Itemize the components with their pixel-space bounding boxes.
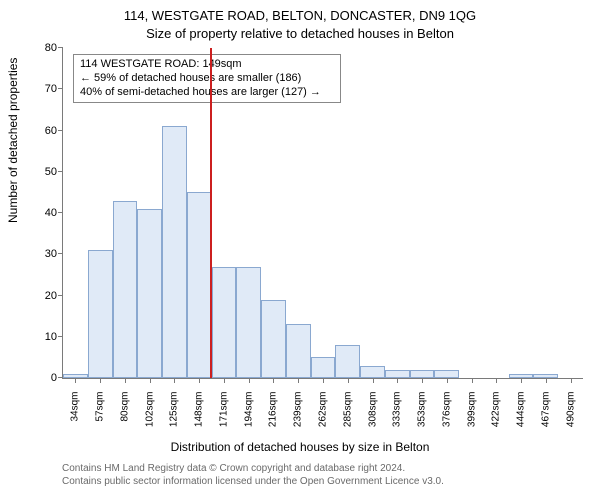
x-tick-label: 308sqm [367, 392, 378, 428]
y-axis-label: Number of detached properties [6, 58, 20, 223]
y-tick-mark [58, 295, 63, 296]
histogram-bar [236, 267, 261, 378]
x-tick-mark [125, 378, 126, 383]
x-tick-mark [199, 378, 200, 383]
y-tick-label: 40 [27, 207, 57, 219]
y-tick-mark [58, 88, 63, 89]
y-tick-label: 20 [27, 290, 57, 302]
x-tick-label: 80sqm [119, 392, 130, 422]
x-tick-label: 333sqm [392, 392, 403, 428]
y-tick-label: 80 [27, 42, 57, 54]
x-tick-label: 34sqm [70, 392, 81, 422]
histogram-bar [335, 345, 360, 378]
histogram-bar [311, 357, 336, 378]
y-tick-label: 0 [27, 372, 57, 384]
x-tick-mark [496, 378, 497, 383]
reference-marker-line [210, 48, 212, 378]
chart-title-line2: Size of property relative to detached ho… [0, 26, 600, 41]
x-tick-mark [521, 378, 522, 383]
x-tick-label: 444sqm [516, 392, 527, 428]
y-tick-mark [58, 171, 63, 172]
x-tick-label: 399sqm [466, 392, 477, 428]
x-tick-mark [472, 378, 473, 383]
x-tick-label: 194sqm [243, 392, 254, 428]
y-tick-mark [58, 336, 63, 337]
y-tick-mark [58, 253, 63, 254]
x-tick-mark [323, 378, 324, 383]
histogram-bar [286, 324, 311, 378]
x-tick-label: 102sqm [144, 392, 155, 428]
annotation-line: ← 59% of detached houses are smaller (18… [80, 72, 334, 86]
y-tick-label: 50 [27, 166, 57, 178]
x-tick-label: 148sqm [194, 392, 205, 428]
annotation-line: 40% of semi-detached houses are larger (… [80, 86, 334, 100]
x-tick-label: 490sqm [565, 392, 576, 428]
x-tick-label: 239sqm [293, 392, 304, 428]
annotation-box: 114 WESTGATE ROAD: 149sqm ← 59% of detac… [73, 54, 341, 103]
x-tick-label: 285sqm [342, 392, 353, 428]
histogram-bar [434, 370, 459, 378]
x-tick-label: 125sqm [169, 392, 180, 428]
histogram-bar [261, 300, 286, 378]
y-tick-mark [58, 130, 63, 131]
x-tick-label: 262sqm [318, 392, 329, 428]
y-tick-label: 60 [27, 125, 57, 137]
x-tick-label: 422sqm [491, 392, 502, 428]
x-tick-mark [298, 378, 299, 383]
x-tick-label: 353sqm [417, 392, 428, 428]
x-tick-mark [249, 378, 250, 383]
x-tick-mark [273, 378, 274, 383]
x-tick-mark [75, 378, 76, 383]
y-tick-label: 70 [27, 83, 57, 95]
histogram-bar [187, 192, 212, 378]
histogram-bar [162, 126, 187, 378]
histogram-bar [212, 267, 237, 378]
x-tick-label: 216sqm [268, 392, 279, 428]
x-tick-mark [422, 378, 423, 383]
histogram-bar [385, 370, 410, 378]
y-tick-mark [58, 212, 63, 213]
histogram-bar [137, 209, 162, 378]
x-tick-mark [373, 378, 374, 383]
histogram-bar [113, 201, 138, 378]
annotation-line: 114 WESTGATE ROAD: 149sqm [80, 58, 334, 72]
x-tick-mark [100, 378, 101, 383]
x-tick-label: 171sqm [218, 392, 229, 428]
footer-attribution: Contains HM Land Registry data © Crown c… [62, 462, 444, 488]
x-tick-label: 57sqm [95, 392, 106, 422]
y-tick-mark [58, 47, 63, 48]
x-axis-label: Distribution of detached houses by size … [0, 440, 600, 454]
footer-line: Contains HM Land Registry data © Crown c… [62, 462, 444, 475]
x-tick-mark [571, 378, 572, 383]
x-tick-mark [397, 378, 398, 383]
chart-title-line1: 114, WESTGATE ROAD, BELTON, DONCASTER, D… [0, 8, 600, 23]
x-tick-label: 467sqm [540, 392, 551, 428]
plot-area: 114 WESTGATE ROAD: 149sqm ← 59% of detac… [62, 48, 583, 379]
histogram-bar [360, 366, 385, 378]
histogram-chart: 114, WESTGATE ROAD, BELTON, DONCASTER, D… [0, 0, 600, 500]
histogram-bar [88, 250, 113, 378]
x-tick-mark [224, 378, 225, 383]
x-tick-mark [546, 378, 547, 383]
y-tick-label: 10 [27, 331, 57, 343]
x-tick-label: 376sqm [441, 392, 452, 428]
x-tick-mark [447, 378, 448, 383]
x-tick-mark [348, 378, 349, 383]
x-tick-mark [150, 378, 151, 383]
footer-line: Contains public sector information licen… [62, 475, 444, 488]
x-tick-mark [174, 378, 175, 383]
y-tick-label: 30 [27, 248, 57, 260]
histogram-bar [410, 370, 435, 378]
